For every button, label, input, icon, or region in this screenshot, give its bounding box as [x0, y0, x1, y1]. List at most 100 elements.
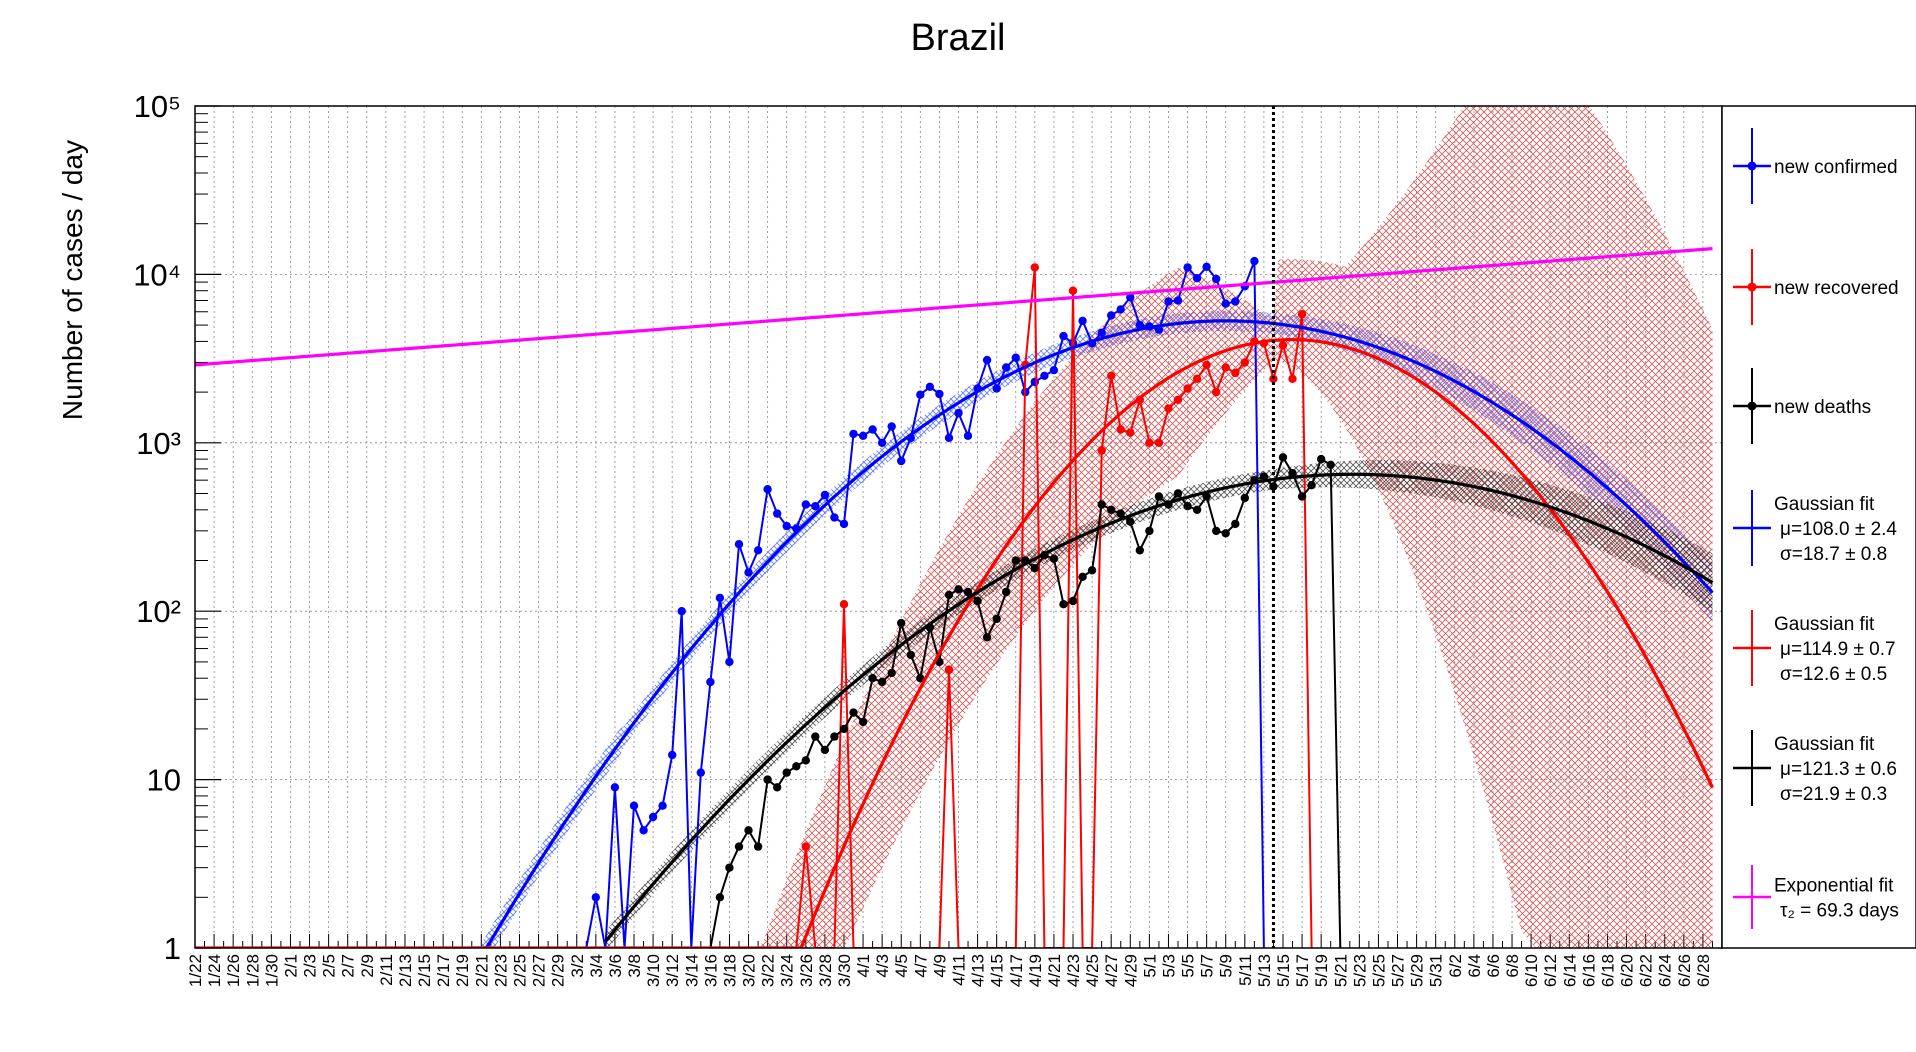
- x-tick-label: 4/5: [892, 954, 911, 978]
- data-point: [1212, 387, 1221, 397]
- data-point: [1231, 519, 1240, 529]
- data-point: [1154, 438, 1164, 447]
- data-point: [1087, 566, 1097, 575]
- data-point: [1126, 293, 1135, 302]
- x-tick-label: 1/24: [205, 954, 224, 987]
- data-point: [1097, 500, 1106, 509]
- data-point: [849, 429, 858, 439]
- data-point: [992, 614, 1001, 624]
- data-point: [1231, 368, 1240, 378]
- data-point: [639, 826, 648, 835]
- legend-marker: [1747, 161, 1757, 171]
- data-point: [1107, 311, 1116, 320]
- x-tick-label: 5/15: [1274, 954, 1293, 987]
- data-point: [944, 665, 954, 674]
- data-point: [1011, 556, 1020, 565]
- x-tick-label: 4/23: [1064, 954, 1083, 987]
- x-tick-label: 5/23: [1350, 954, 1369, 987]
- data-point: [1231, 297, 1240, 306]
- data-point: [1097, 446, 1106, 455]
- x-tick-label: 6/22: [1637, 954, 1656, 987]
- x-tick-label: 3/16: [701, 954, 720, 987]
- data-point: [811, 732, 820, 741]
- y-tick-label: 10: [147, 763, 181, 798]
- data-point: [1221, 299, 1230, 308]
- x-tick-label: 3/2: [568, 954, 587, 978]
- data-point: [725, 863, 734, 872]
- data-point: [944, 590, 954, 600]
- x-tick-label: 6/18: [1598, 954, 1617, 987]
- data-point: [1259, 472, 1269, 481]
- data-point: [1068, 596, 1078, 606]
- data-point: [1202, 360, 1211, 370]
- x-tick-label: 2/29: [549, 954, 568, 987]
- data-point: [744, 826, 753, 835]
- data-point: [1297, 310, 1307, 319]
- x-tick-label: 3/12: [663, 954, 682, 987]
- data-point: [877, 438, 887, 447]
- x-tick-label: 3/22: [759, 954, 778, 987]
- x-tick-label: 5/19: [1312, 954, 1331, 987]
- x-tick-label: 6/16: [1579, 954, 1598, 987]
- x-tick-label: 4/29: [1121, 954, 1140, 987]
- y-tick-label: 10³: [136, 426, 181, 461]
- data-point: [1116, 509, 1125, 518]
- x-tick-label: 4/3: [873, 954, 892, 978]
- data-point: [1126, 517, 1135, 526]
- data-point: [1049, 366, 1059, 375]
- x-tick-label: 1/22: [186, 954, 205, 987]
- x-tick-label: 1/28: [243, 954, 262, 987]
- data-point: [1173, 489, 1183, 498]
- data-point: [677, 607, 686, 616]
- x-tick-label: 3/6: [606, 954, 625, 978]
- data-point: [801, 500, 810, 509]
- data-point: [897, 456, 906, 466]
- legend-label: Gaussian fit: [1774, 734, 1875, 755]
- x-tick-label: 5/29: [1408, 954, 1427, 987]
- data-point: [1183, 263, 1192, 272]
- data-point: [820, 745, 830, 755]
- x-axis-tick-labels: 1/22 1/24 1/26 1/28 1/30 2/1 2/3 2/5 2/7 2/9 2/11 2…: [186, 954, 1713, 987]
- data-point: [773, 783, 782, 792]
- x-tick-label: 2/5: [320, 954, 339, 978]
- data-point: [744, 568, 753, 577]
- data-point: [839, 600, 849, 609]
- x-tick-label: 5/9: [1217, 954, 1236, 978]
- x-tick-label: 3/18: [720, 954, 739, 987]
- x-tick-label: 5/7: [1198, 954, 1217, 978]
- data-point: [992, 384, 1001, 393]
- data-point: [1221, 529, 1230, 538]
- legend-label: μ=114.9 ± 0.7: [1780, 639, 1896, 660]
- data-point: [801, 756, 810, 765]
- x-tick-label: 3/14: [682, 954, 701, 987]
- data-point: [830, 732, 839, 741]
- x-tick-label: 2/23: [491, 954, 510, 987]
- y-axis-ticks: [195, 105, 221, 949]
- legend-label: new confirmed: [1774, 157, 1898, 178]
- x-tick-label: 3/30: [835, 954, 854, 987]
- x-tick-label: 2/11: [377, 954, 396, 986]
- data-point: [973, 596, 982, 606]
- data-point: [887, 668, 896, 678]
- data-point: [954, 585, 963, 594]
- data-point: [1030, 263, 1040, 272]
- x-tick-label: 6/26: [1675, 954, 1694, 987]
- data-point: [916, 674, 925, 683]
- x-tick-label: 5/31: [1427, 954, 1446, 987]
- data-point: [1154, 492, 1164, 501]
- x-tick-label: 4/9: [930, 954, 949, 978]
- x-tick-label: 3/10: [644, 954, 663, 987]
- data-point: [1164, 297, 1173, 306]
- legend: new confirmed new recovered new deaths Gaus…: [1733, 128, 1899, 929]
- data-point: [1011, 353, 1020, 362]
- x-tick-label: 6/8: [1503, 954, 1522, 978]
- x-tick-label: 6/12: [1541, 954, 1560, 987]
- x-tick-label: 5/17: [1293, 954, 1312, 987]
- fit-curve: [471, 319, 1714, 948]
- y-axis-label: Number of cases / day: [57, 140, 88, 420]
- legend-label: σ=21.9 ± 0.3: [1780, 784, 1887, 805]
- data-point: [858, 717, 868, 727]
- x-tick-label: 4/25: [1083, 954, 1102, 987]
- data-point: [1068, 286, 1078, 295]
